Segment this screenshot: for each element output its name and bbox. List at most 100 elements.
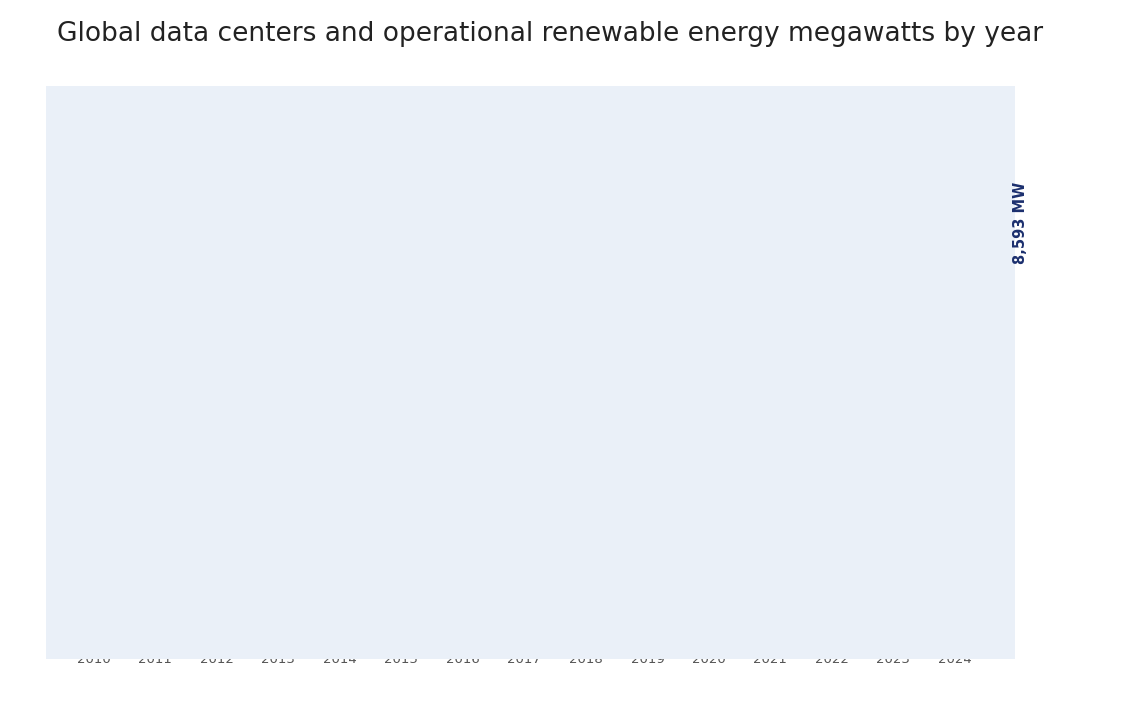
Bar xyxy=(885,586,902,590)
Bar xyxy=(270,640,287,644)
Bar xyxy=(577,604,595,608)
Bar xyxy=(638,640,656,644)
Bar xyxy=(823,519,840,523)
Bar xyxy=(946,427,963,432)
Bar xyxy=(946,415,963,420)
Bar xyxy=(946,464,963,468)
Bar xyxy=(823,561,840,566)
Bar xyxy=(762,483,779,486)
Text: 16 data centers: 16 data centers xyxy=(703,407,714,495)
Bar xyxy=(885,628,902,632)
Bar xyxy=(946,507,963,511)
Bar xyxy=(946,604,963,608)
Bar xyxy=(823,458,840,462)
Bar xyxy=(209,634,226,639)
Bar xyxy=(454,610,472,614)
Bar xyxy=(885,476,902,480)
Bar xyxy=(885,549,902,553)
Bar xyxy=(946,567,963,571)
Bar xyxy=(823,531,840,535)
Bar xyxy=(946,519,963,523)
Bar xyxy=(700,616,717,620)
Text: 9 data centers: 9 data centers xyxy=(520,478,529,559)
Bar xyxy=(577,640,595,644)
Bar xyxy=(885,454,902,456)
Bar xyxy=(700,537,717,541)
Bar xyxy=(454,622,472,626)
Bar xyxy=(638,561,656,566)
Bar xyxy=(700,561,717,566)
Bar xyxy=(823,610,840,614)
Bar xyxy=(454,591,472,596)
Bar xyxy=(515,604,534,608)
Text: Global data centers and operational renewable energy megawatts by year: Global data centers and operational rene… xyxy=(57,21,1043,47)
Bar xyxy=(762,591,779,596)
Bar xyxy=(885,610,902,614)
Bar xyxy=(638,616,656,620)
Bar xyxy=(700,567,717,571)
Bar xyxy=(946,452,963,456)
Bar xyxy=(515,616,534,620)
Bar xyxy=(762,622,779,626)
Bar xyxy=(332,610,349,614)
Text: 12 data centers: 12 data centers xyxy=(643,444,652,532)
Bar xyxy=(885,525,902,529)
Bar xyxy=(700,591,717,596)
Bar xyxy=(946,616,963,620)
Text: 12 data centers: 12 data centers xyxy=(581,444,591,532)
Text: 26 data centers: 26 data centers xyxy=(950,317,960,405)
Bar xyxy=(270,616,287,620)
Bar xyxy=(515,579,534,584)
Bar xyxy=(638,634,656,639)
Bar xyxy=(885,458,902,462)
Bar xyxy=(762,500,779,505)
Text: 21 data centers: 21 data centers xyxy=(826,362,837,450)
Bar xyxy=(762,598,779,602)
Bar xyxy=(946,561,963,566)
Bar xyxy=(577,622,595,626)
Bar xyxy=(823,507,840,511)
Bar xyxy=(577,561,595,566)
Bar xyxy=(946,513,963,517)
Bar xyxy=(946,422,963,425)
Bar xyxy=(946,440,963,444)
Bar xyxy=(823,470,840,474)
Bar xyxy=(515,591,534,596)
Bar xyxy=(885,531,902,535)
Bar xyxy=(577,543,595,547)
Bar xyxy=(700,519,717,523)
Bar xyxy=(86,628,103,632)
Bar xyxy=(762,574,779,578)
Bar xyxy=(393,604,410,608)
Bar xyxy=(762,549,779,553)
Bar xyxy=(700,549,717,553)
Bar xyxy=(515,586,534,590)
Bar xyxy=(577,586,595,590)
Bar xyxy=(885,483,902,486)
Text: 4 data centers: 4 data centers xyxy=(274,523,284,604)
Bar xyxy=(577,610,595,614)
Bar xyxy=(700,628,717,632)
Bar xyxy=(946,495,963,498)
Bar xyxy=(885,604,902,608)
Bar xyxy=(946,446,963,450)
Bar xyxy=(823,495,840,498)
Bar xyxy=(700,500,717,505)
Bar xyxy=(700,640,717,644)
Bar xyxy=(393,628,410,632)
Bar xyxy=(823,549,840,553)
Bar xyxy=(577,537,595,541)
Bar xyxy=(700,598,717,602)
FancyBboxPatch shape xyxy=(26,74,1034,670)
Bar xyxy=(762,610,779,614)
Text: 18 data centers: 18 data centers xyxy=(765,390,775,478)
Bar xyxy=(946,610,963,614)
Bar xyxy=(762,537,779,541)
Bar xyxy=(577,555,595,559)
Bar xyxy=(393,616,410,620)
Bar xyxy=(946,634,963,639)
Bar xyxy=(946,628,963,632)
Bar xyxy=(762,567,779,571)
Bar xyxy=(638,555,656,559)
Bar xyxy=(885,579,902,584)
